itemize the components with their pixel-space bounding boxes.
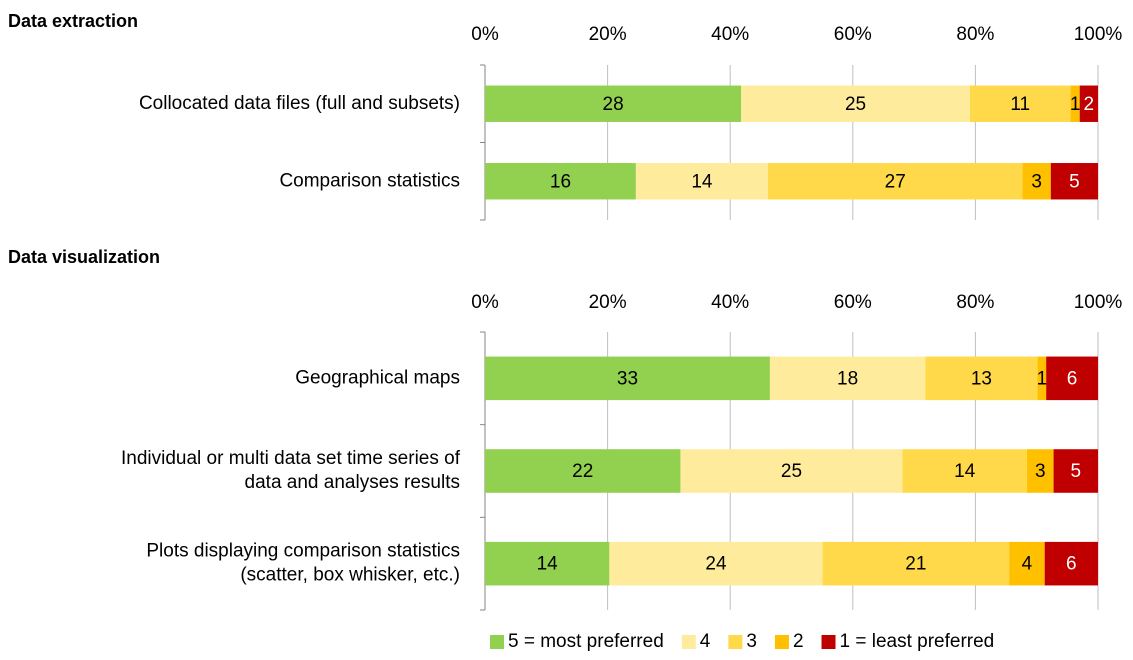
x-tick-label: 0%	[471, 24, 499, 45]
legend-label: 3	[746, 631, 757, 652]
category-label-line: (scatter, box whisker, etc.)	[240, 565, 460, 586]
category-label: Plots displaying comparison statistics (s…	[146, 541, 460, 586]
category-label-line: Individual or multi data set time series…	[121, 448, 461, 469]
legend-swatch	[490, 635, 504, 649]
data-label: 25	[845, 94, 866, 115]
category-label-line: data and analyses results	[245, 472, 460, 493]
legend-swatch	[774, 635, 789, 649]
legend-swatch	[681, 635, 696, 649]
data-label: 5	[1071, 461, 1082, 482]
x-tick-label: 80%	[956, 24, 994, 45]
data-label: 4	[1022, 554, 1033, 575]
data-label: 24	[705, 554, 727, 575]
category-label: Individual or multi data set time series…	[121, 448, 461, 493]
legend-swatch	[728, 635, 743, 649]
x-tick-label: 60%	[834, 292, 872, 313]
data-label: 6	[1066, 554, 1077, 575]
data-label: 3	[1035, 461, 1046, 482]
data-label: 11	[1010, 94, 1030, 115]
legend-swatch	[821, 635, 836, 649]
bar-segment	[1070, 85, 1080, 122]
data-label: 28	[603, 94, 624, 115]
bar-segment	[1050, 163, 1098, 200]
data-label: 1	[1070, 94, 1081, 115]
bar-segment	[1026, 449, 1054, 493]
bar-segment	[1053, 449, 1098, 493]
bar-segment	[485, 541, 610, 586]
x-tick-label: 100%	[1074, 292, 1123, 313]
bar-segment	[1044, 541, 1098, 586]
bar-segment	[969, 85, 1071, 122]
bar-segment	[485, 356, 770, 401]
data-label: 16	[550, 171, 571, 192]
chart-title: Data extraction	[8, 11, 138, 31]
bar-segment	[767, 163, 1023, 200]
data-label: 25	[781, 461, 802, 482]
data-label: 13	[971, 368, 992, 389]
bar-segment	[822, 541, 1010, 586]
bar-segment	[902, 449, 1027, 493]
data-label: 1	[1037, 368, 1048, 389]
data-label: 33	[617, 368, 638, 389]
bar-segment	[1022, 163, 1051, 200]
x-tick-label: 80%	[956, 292, 994, 313]
data-label: 6	[1067, 368, 1078, 389]
data-label: 22	[572, 461, 593, 482]
bar-segment	[1037, 356, 1047, 401]
category-label: Comparison statistics	[279, 170, 460, 191]
category-label: Geographical maps	[295, 367, 460, 388]
bar-segment	[485, 85, 742, 122]
data-label: 27	[885, 171, 906, 192]
data-label: 3	[1031, 171, 1042, 192]
legend-label: 1 = least preferred	[840, 631, 995, 652]
x-tick-label: 20%	[589, 292, 627, 313]
bar-segment	[485, 163, 636, 200]
bar-segment	[635, 163, 768, 200]
legend-label: 2	[793, 631, 804, 652]
x-tick-label: 20%	[589, 24, 627, 45]
bar-segment	[485, 449, 681, 493]
chart-title: Data visualization	[8, 247, 160, 267]
data-label: 14	[954, 461, 976, 482]
x-tick-label: 40%	[711, 292, 749, 313]
data-label: 14	[537, 554, 559, 575]
bar-segment	[1079, 85, 1098, 122]
data-label: 18	[837, 368, 858, 389]
x-tick-label: 100%	[1074, 24, 1123, 45]
bar-segment	[680, 449, 903, 493]
bar-segment	[769, 356, 926, 401]
category-label-line: Plots displaying comparison statistics	[146, 541, 460, 562]
x-tick-label: 60%	[834, 24, 872, 45]
bar-segment	[609, 541, 823, 586]
legend-label: 4	[700, 631, 711, 652]
data-label: 21	[905, 554, 926, 575]
legend-label: 5 = most preferred	[508, 631, 664, 652]
bar-segment	[1009, 541, 1045, 586]
category-label: Collocated data files (full and subsets)	[139, 93, 460, 114]
data-label: 2	[1084, 94, 1095, 115]
bar-segment	[741, 85, 970, 122]
bar-segment	[1046, 356, 1098, 401]
data-label: 14	[691, 171, 713, 192]
x-tick-label: 40%	[711, 24, 749, 45]
x-tick-label: 0%	[471, 292, 499, 313]
bar-segment	[925, 356, 1038, 401]
data-label: 5	[1069, 171, 1080, 192]
